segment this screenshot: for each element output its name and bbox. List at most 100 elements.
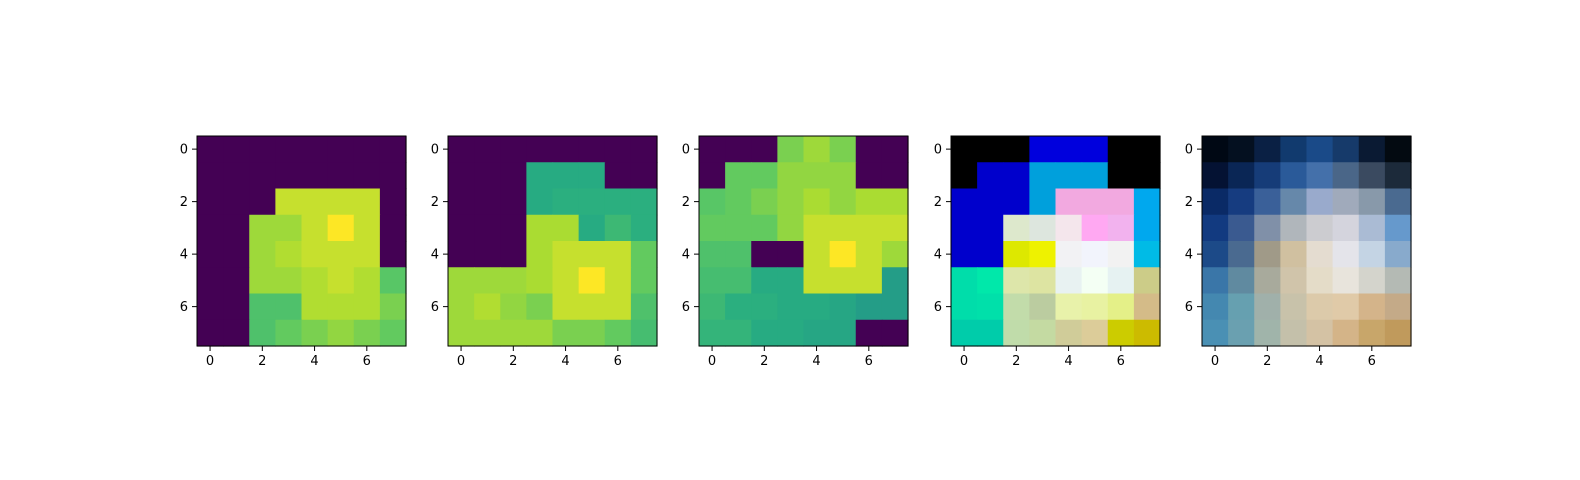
heatmap-cell <box>751 267 778 295</box>
heatmap-cell <box>223 319 250 347</box>
heatmap-cell <box>578 267 606 295</box>
heatmap-cell <box>1133 241 1161 268</box>
heatmap-cell <box>353 241 381 268</box>
y-tick-label: 4 <box>1185 248 1193 263</box>
heatmap-cell <box>777 214 805 242</box>
heatmap-cell <box>1202 188 1229 216</box>
heatmap-cell <box>448 136 475 163</box>
heatmap-cell <box>604 214 632 242</box>
heatmap-cell <box>1228 267 1255 295</box>
heatmap-cell <box>630 319 658 347</box>
x-tick-label: 4 <box>561 354 569 369</box>
heatmap-cell <box>1358 319 1386 347</box>
heatmap-cell <box>1228 241 1255 268</box>
heatmap-cell <box>578 136 606 163</box>
y-tick-label: 4 <box>934 248 942 263</box>
heatmap-cell <box>1358 188 1386 216</box>
heatmap-cell <box>751 162 778 190</box>
heatmap-cell <box>1202 136 1229 163</box>
axes-frame <box>950 135 1161 347</box>
heatmap-cell <box>829 214 857 242</box>
heatmap-cell <box>223 136 250 163</box>
heatmap-cell <box>630 136 658 163</box>
heatmap-cell <box>448 241 475 268</box>
y-tick-label: 6 <box>431 300 439 315</box>
y-tick-label: 6 <box>1185 300 1193 315</box>
heatmap-cell <box>855 214 883 242</box>
heatmap-cell <box>448 188 475 216</box>
heatmap-cell <box>855 319 883 347</box>
x-tick-label: 0 <box>708 354 716 369</box>
x-tick-label: 2 <box>760 354 768 369</box>
heatmap-cell <box>1384 162 1412 190</box>
heatmap-cell <box>1029 319 1057 347</box>
x-tick-label: 0 <box>206 354 214 369</box>
heatmap-cell <box>725 214 752 242</box>
heatmap-cell <box>855 267 883 295</box>
heatmap-cell <box>275 188 303 216</box>
heatmap-cell <box>1332 241 1360 268</box>
x-tick-label: 6 <box>1117 354 1125 369</box>
heatmap-cell <box>1254 162 1281 190</box>
heatmap-cell <box>881 267 909 295</box>
heatmap-cell <box>1029 162 1057 190</box>
heatmap-cell <box>1081 136 1109 163</box>
heatmap-cell <box>474 214 501 242</box>
heatmap-cell <box>604 136 632 163</box>
heatmap-cell <box>301 162 329 190</box>
heatmap-cell <box>1055 214 1083 242</box>
heatmap-cell <box>500 267 527 295</box>
heatmap-cell <box>1332 214 1360 242</box>
heatmap-cell <box>327 319 355 347</box>
heatmap-cell <box>803 241 831 268</box>
heatmap-cell <box>881 241 909 268</box>
heatmap-cell <box>275 267 303 295</box>
heatmap-cell <box>951 214 978 242</box>
heatmap-cell <box>1081 214 1109 242</box>
heatmap-cell <box>552 214 580 242</box>
heatmap-cell <box>526 162 554 190</box>
y-tick-label: 6 <box>682 300 690 315</box>
heatmap-cell <box>699 293 726 321</box>
heatmap-cell <box>829 267 857 295</box>
x-tick-label: 2 <box>1012 354 1020 369</box>
heatmap-cell <box>977 214 1004 242</box>
heatmap-cell <box>630 267 658 295</box>
heatmap-cell <box>526 293 554 321</box>
heatmap-cell <box>604 293 632 321</box>
heatmap-cell <box>301 241 329 268</box>
heatmap-cell <box>197 241 224 268</box>
heatmap-cell <box>1003 293 1030 321</box>
heatmap-cell <box>526 267 554 295</box>
heatmap-cell <box>977 188 1004 216</box>
x-tick-label: 0 <box>1211 354 1219 369</box>
heatmap-cell <box>1107 319 1135 347</box>
heatmap-cell <box>1228 162 1255 190</box>
heatmap-cell <box>1384 136 1412 163</box>
heatmap-cell <box>1280 241 1308 268</box>
heatmap-cell <box>474 241 501 268</box>
heatmap-cell <box>777 319 805 347</box>
heatmap-cell <box>1228 293 1255 321</box>
heatmap-cell <box>777 241 805 268</box>
x-tick-label: 4 <box>310 354 318 369</box>
heatmap-cell <box>725 188 752 216</box>
heatmap-cell <box>1029 241 1057 268</box>
y-tick-label: 2 <box>180 195 188 210</box>
heatmap-cell <box>500 214 527 242</box>
y-tick-label: 0 <box>1185 143 1193 158</box>
heatmap-cell <box>881 319 909 347</box>
heatmap-cell <box>474 293 501 321</box>
heatmap-cell <box>1280 214 1308 242</box>
heatmap-panel-2: 0 2 4 6 0 2 4 6 <box>431 135 658 369</box>
heatmap-cell <box>474 162 501 190</box>
heatmap-cell <box>448 214 475 242</box>
x-tick-label: 0 <box>457 354 465 369</box>
heatmap-cell <box>474 267 501 295</box>
heatmap-cell <box>1332 267 1360 295</box>
heatmap-cell <box>855 293 883 321</box>
heatmap-cell <box>725 136 752 163</box>
heatmap-cell <box>301 188 329 216</box>
heatmap-cell <box>1003 319 1030 347</box>
x-tick-label: 6 <box>865 354 873 369</box>
